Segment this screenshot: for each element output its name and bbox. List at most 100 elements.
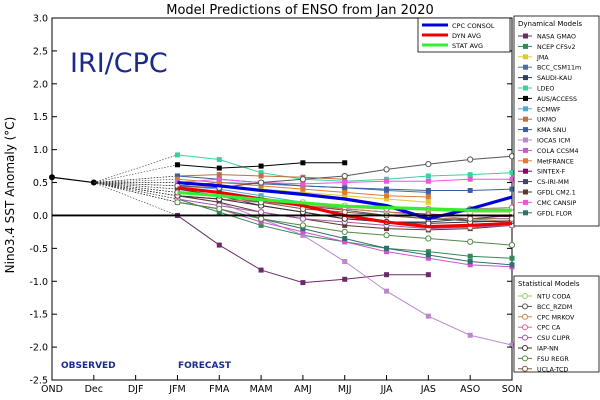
summary-legend-label: CPC CONSOL <box>452 22 495 30</box>
statistical-legend-marker <box>522 365 528 372</box>
model-point <box>258 163 264 169</box>
chart-title: Model Predictions of ENSO from Jan 2020 <box>166 3 434 18</box>
model-point <box>467 176 473 182</box>
dynamical-legend-marker <box>523 158 528 164</box>
statistical-legend-title: Statistical Models <box>518 280 580 288</box>
statistical-legend-label: CPC MRKOV <box>537 314 575 321</box>
fan-line <box>93 182 178 190</box>
y-tick-label: -2.0 <box>29 343 48 354</box>
y-tick-label: 1.5 <box>33 112 48 123</box>
model-point <box>384 272 390 278</box>
model-point <box>383 166 390 173</box>
dynamical-legend-label: BCC_CSM11m <box>537 65 581 72</box>
model-point <box>342 259 348 265</box>
dynamical-legend-marker <box>523 147 528 153</box>
statistical-legend-marker <box>522 334 528 341</box>
dynamical-legend-marker <box>523 137 528 143</box>
summary-legend-label: STAT AVG <box>452 42 483 50</box>
model-point <box>342 176 348 182</box>
model-point <box>425 272 431 278</box>
model-point <box>425 249 431 255</box>
dynamical-legend-marker <box>523 189 528 195</box>
model-point <box>467 262 473 268</box>
model-point <box>300 232 306 238</box>
model-point <box>216 180 222 186</box>
model-point <box>341 228 348 236</box>
model-point <box>342 185 348 191</box>
model-point <box>342 276 348 282</box>
forecast-fan-lines <box>49 154 178 216</box>
dynamical-legend-marker <box>523 210 528 216</box>
model-point <box>342 180 348 186</box>
x-tick-label: JFM <box>168 384 185 395</box>
model-point <box>299 176 307 183</box>
dynamical-legend-marker <box>523 116 528 122</box>
model-point <box>216 157 222 163</box>
observed-label: OBSERVED <box>61 361 116 371</box>
model-point <box>509 176 515 182</box>
model-point <box>300 229 306 235</box>
summary-legend-label: DYN AVG <box>452 32 481 40</box>
dynamical-legend-marker <box>523 168 528 174</box>
model-point <box>384 288 390 294</box>
x-tick-label: Dec <box>85 384 103 395</box>
statistical-legend-label: FSU REGR <box>537 356 569 363</box>
model-point <box>425 252 431 258</box>
statistical-legend-label: CPC CA <box>537 325 561 332</box>
model-series <box>174 176 431 200</box>
dynamical-legend-marker <box>523 95 528 101</box>
y-axis-label: Nino3.4 SST Anomaly (°C) <box>3 117 17 274</box>
model-point <box>216 242 222 248</box>
dynamical-legend-marker <box>523 43 528 49</box>
model-point <box>174 199 181 206</box>
y-tick-label: 1.0 <box>33 145 48 156</box>
model-point <box>383 232 390 239</box>
model-point <box>509 186 515 192</box>
statistical-legend-marker <box>522 355 528 362</box>
model-point <box>509 262 515 268</box>
summary-line <box>177 180 513 221</box>
model-point <box>425 178 431 184</box>
model-point <box>300 181 306 187</box>
model-point <box>216 176 222 182</box>
model-point <box>467 253 473 259</box>
dynamical-legend-label: GFDL FLOR <box>537 210 573 217</box>
model-point <box>425 255 431 261</box>
statistical-legend-marker <box>522 324 528 331</box>
model-point <box>425 199 431 205</box>
model-point <box>467 187 473 193</box>
dynamical-legend-label: ECMWF <box>537 106 561 113</box>
model-point <box>258 267 264 273</box>
y-tick-label: 0.0 <box>33 211 48 222</box>
y-tick-label: -2.5 <box>29 376 48 387</box>
model-point <box>174 176 180 182</box>
dynamical-legend-label: CMC CANSIP <box>537 200 576 207</box>
model-point <box>467 332 473 338</box>
model-series <box>174 212 431 286</box>
dynamical-legend-marker <box>523 179 528 185</box>
brand-label: IRI/CPC <box>70 48 168 79</box>
model-point <box>425 161 432 168</box>
model-point <box>258 173 264 179</box>
model-point <box>342 193 348 199</box>
dynamical-legend-label: MetFRANCE <box>537 158 574 165</box>
model-series <box>174 160 348 171</box>
statistical-legend-marker <box>522 303 528 310</box>
model-lines <box>174 152 516 348</box>
dynamical-legend-marker <box>523 85 528 91</box>
fan-line <box>93 164 178 183</box>
statistical-legend-label: UCLA-TCD <box>537 366 568 373</box>
summary-legend: CPC CONSOL DYN AVG STAT AVG <box>417 17 511 53</box>
model-point <box>257 179 265 186</box>
model-point <box>216 165 222 171</box>
dynamical-legend-label: NASA GMAO <box>537 34 576 41</box>
observed-point <box>49 174 55 181</box>
model-point <box>342 239 348 245</box>
y-tick-label: 2.0 <box>33 79 48 90</box>
x-tick-label: SON <box>502 384 523 395</box>
fan-line <box>93 182 178 197</box>
dynamical-legend-label: IOCAS ICM <box>537 138 570 145</box>
model-point <box>174 152 180 158</box>
dynamical-legend-box <box>513 15 600 227</box>
